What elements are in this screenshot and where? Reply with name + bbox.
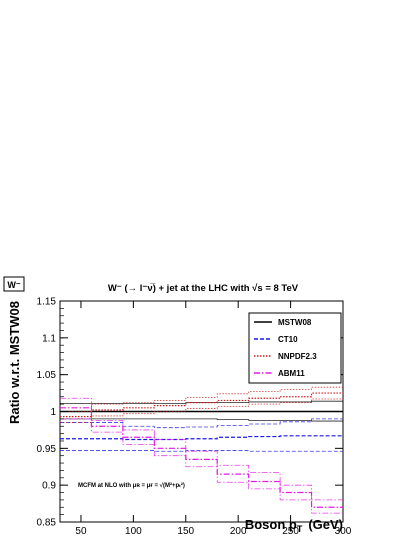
x-axis-title-unit: (GeV): [308, 517, 343, 532]
legend-label-abm11: ABM11: [278, 369, 305, 378]
corner-tag: W⁻: [7, 280, 20, 290]
y-tick-label: 0.85: [37, 518, 57, 529]
x-tick-label: 150: [177, 526, 194, 537]
y-axis-title: Ratio w.r.t. MSTW08: [7, 301, 22, 424]
series-ct10-lower-band: [60, 450, 343, 452]
series-abm11-lower-band: [60, 418, 343, 514]
legend: MSTW08 CT10 NNPDF2.3 ABM11: [248, 312, 342, 384]
series-nnpdf2-3-central: [60, 392, 343, 418]
x-axis-title-sub: T: [297, 524, 303, 534]
y-tick-label: 1.05: [37, 370, 57, 381]
legend-box: [248, 312, 342, 384]
series-mstw08-upper-band: [60, 400, 343, 404]
x-axis-title: Boson pT (GeV): [245, 517, 343, 534]
x-tick-label: 250: [282, 526, 299, 537]
x-axis-title-main: Boson p: [245, 517, 297, 532]
series-nnpdf2-3-lower-band: [60, 398, 343, 423]
legend-entries: MSTW08 CT10 NNPDF2.3 ABM11: [254, 318, 317, 378]
y-tick-label: 0.9: [42, 481, 56, 492]
y-tick-label: 1: [50, 407, 56, 418]
corner-tag-box: [3, 276, 25, 292]
legend-label-ct10: CT10: [278, 335, 298, 344]
x-tick-label: 50: [75, 526, 87, 537]
y-tick-label: 1.15: [37, 297, 57, 308]
ticks-layer: 50 100 150 200 250 300 0.85 0.9 0.95 1 1.05 1.1 1.15: [37, 297, 352, 537]
series-abm11-central: [60, 407, 343, 508]
series-layer: [60, 386, 343, 514]
series-mstw08-lower-band: [60, 418, 343, 422]
chart-title: W⁻ (→ l⁻ν̅) + jet at the LHC with √s = 8…: [108, 283, 299, 294]
series-ct10-central: [60, 435, 343, 441]
y-tick-label: 0.95: [37, 444, 57, 455]
series-nnpdf2-3-upper-band: [60, 386, 343, 412]
series-abm11-upper-band: [60, 397, 343, 501]
x-tick-label: 200: [230, 526, 247, 537]
legend-label-nnpdf2-3: NNPDF2.3: [278, 352, 317, 361]
legend-label-mstw08: MSTW08: [278, 318, 312, 327]
mcfm-annotation: MCFM at NLO with μʀ = μғ = √(M²+pₜ²): [78, 482, 185, 489]
series-ct10-upper-band: [60, 418, 343, 429]
y-tick-label: 1.1: [42, 333, 56, 344]
x-tick-label: 300: [335, 526, 352, 537]
x-tick-label: 100: [125, 526, 142, 537]
